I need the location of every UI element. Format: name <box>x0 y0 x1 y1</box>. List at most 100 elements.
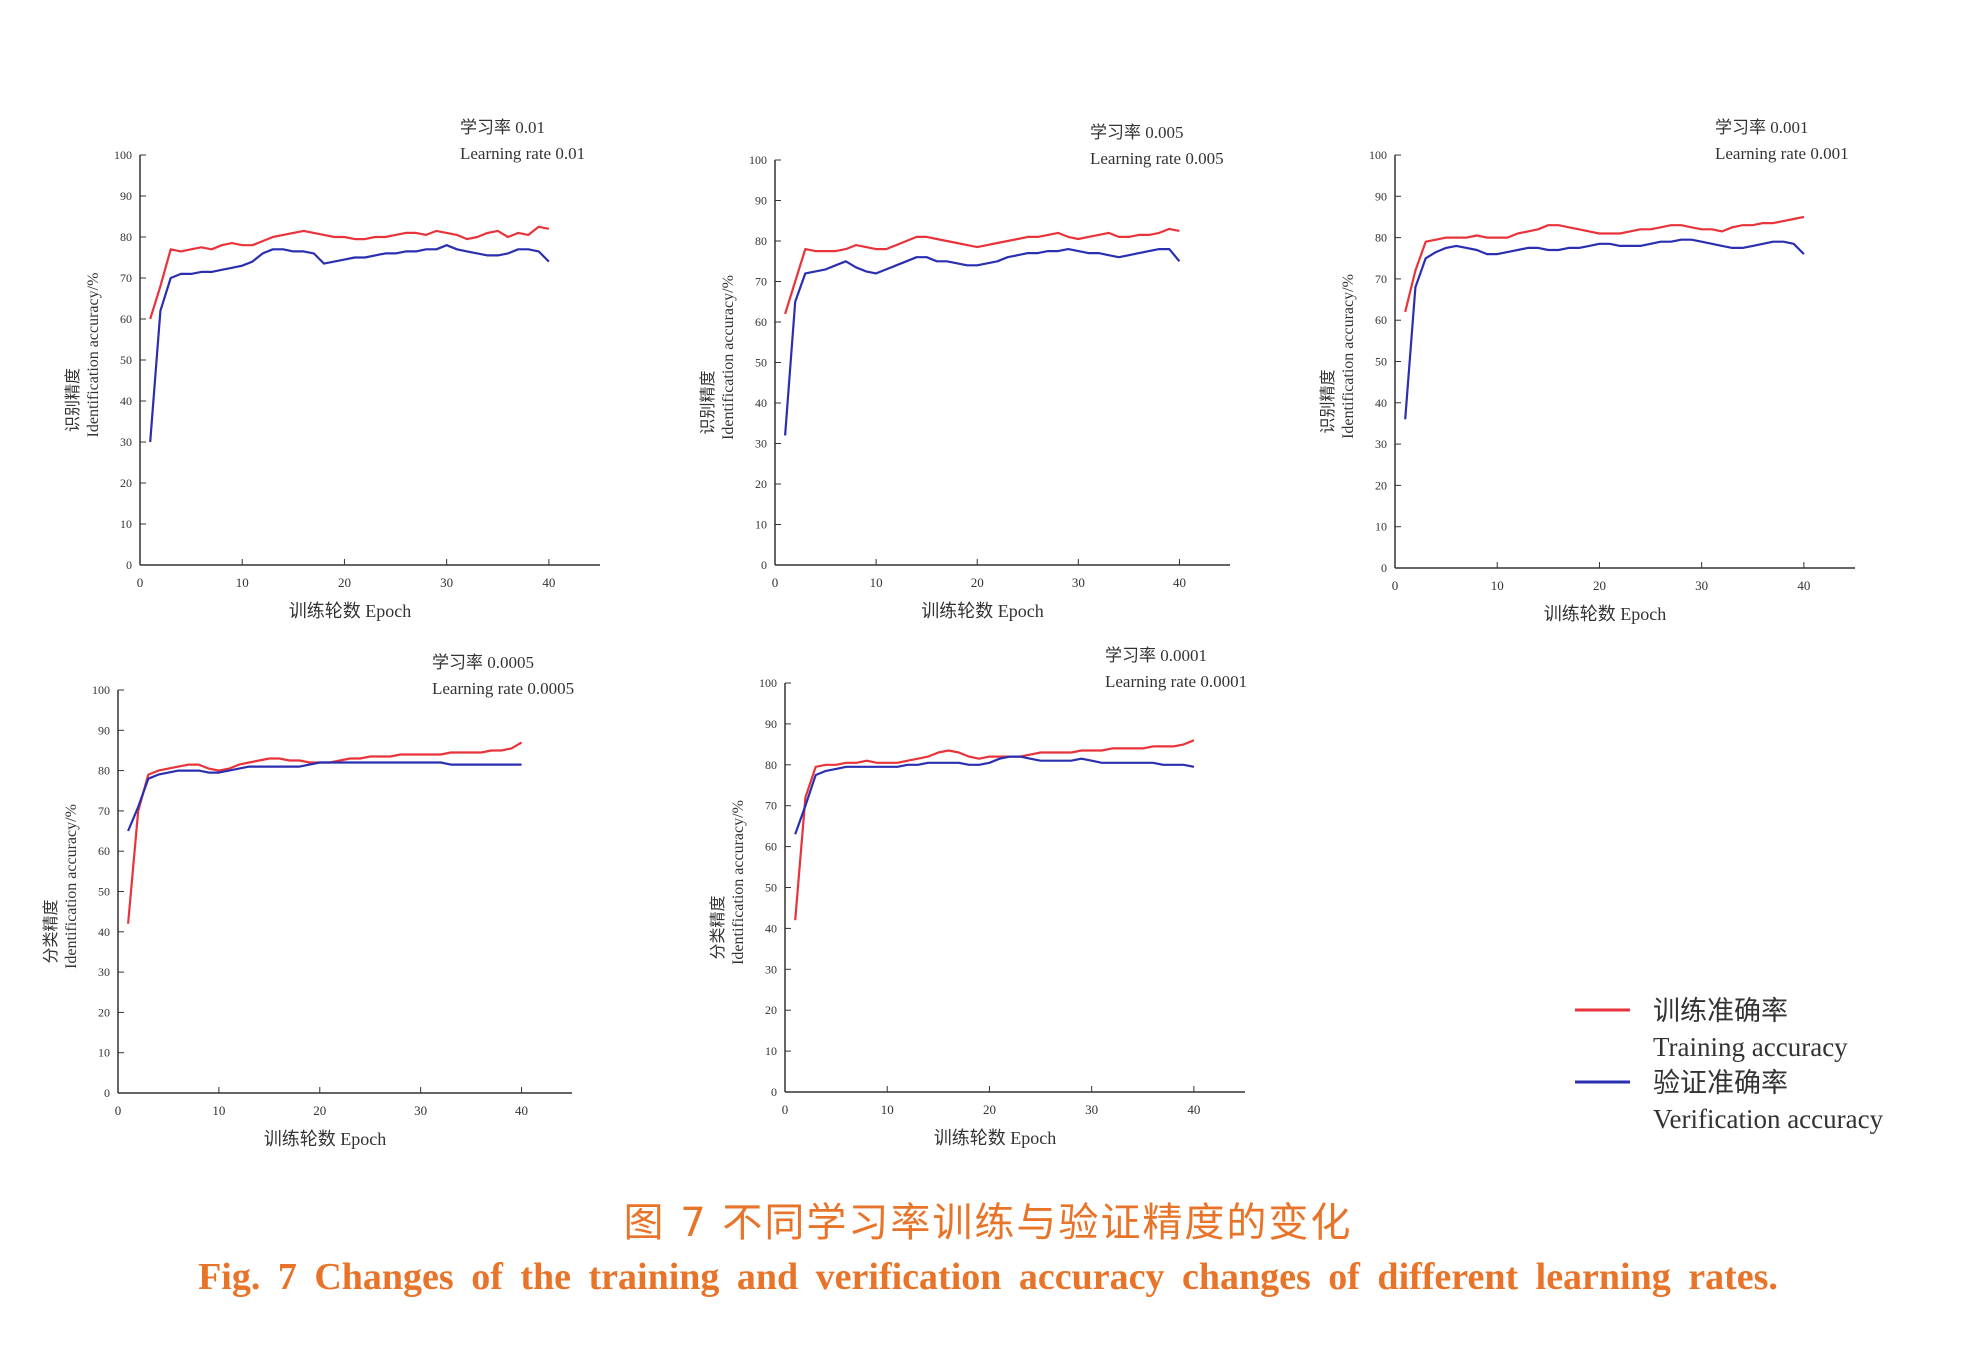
y-tick-label: 60 <box>120 312 132 326</box>
x-tick-label: 30 <box>440 575 453 590</box>
learning-rate-annotation-cn: 学习率 0.005 <box>1090 123 1184 142</box>
legend-label-cn-1: 训练准确率 <box>1653 996 1788 1026</box>
x-tick-label: 20 <box>338 575 351 590</box>
y-tick-label: 30 <box>765 962 777 976</box>
y-axis-label-cn: 识别精度 <box>699 370 717 434</box>
learning-rate-annotation-en: Learning rate 0.001 <box>1715 144 1849 163</box>
x-axis-label: 训练轮数 Epoch <box>1544 604 1666 624</box>
x-tick-label: 0 <box>772 575 779 590</box>
x-tick-label: 40 <box>515 1103 528 1118</box>
chart-panel-3: 0 10 20 30 40 50 60 70 80 90 100 0 10 20 30 40 训练轮数 Epoc… <box>1319 118 1855 624</box>
y-tick-label: 100 <box>114 148 132 162</box>
learning-rate-annotation-cn: 学习率 0.0005 <box>432 653 534 672</box>
y-axis-label-en: Identification accuracy/% <box>720 275 737 440</box>
training-accuracy-line <box>1404 215 1805 313</box>
verification-accuracy-line <box>784 248 1181 436</box>
y-tick-label: 20 <box>120 476 132 490</box>
legend-label-en-2: Verification accuracy <box>1653 1104 1884 1134</box>
verification-accuracy-line <box>127 761 522 832</box>
y-tick-label: 20 <box>765 1003 777 1017</box>
y-tick-label: 80 <box>120 230 132 244</box>
x-tick-label: 30 <box>414 1103 427 1118</box>
y-tick-label: 10 <box>1375 520 1387 534</box>
training-accuracy-line <box>794 739 1195 921</box>
y-tick-label: 10 <box>765 1044 777 1058</box>
x-axis-label: 训练轮数 Epoch <box>934 1128 1056 1148</box>
y-axis-label-en: Identification accuracy/% <box>63 804 80 969</box>
y-tick-label: 70 <box>765 799 777 813</box>
verification-accuracy-line <box>1404 238 1805 420</box>
y-axis-label-cn: 分类精度 <box>709 895 727 959</box>
x-tick-label: 10 <box>212 1103 225 1118</box>
y-tick-label: 50 <box>1375 355 1387 369</box>
legend-label-en-1: Training accuracy <box>1653 1032 1848 1062</box>
x-tick-label: 20 <box>971 575 984 590</box>
y-tick-label: 90 <box>98 723 110 737</box>
chart-panel-4: 0 10 20 30 40 50 60 70 80 90 100 0 10 20 30 40 训练轮数 Epoc… <box>42 653 574 1149</box>
y-tick-label: 90 <box>120 189 132 203</box>
y-tick-label: 100 <box>92 683 110 697</box>
y-tick-label: 60 <box>765 840 777 854</box>
y-tick-label: 100 <box>1369 148 1387 162</box>
x-axis-label: 训练轮数 Epoch <box>921 601 1043 621</box>
x-tick-label: 20 <box>983 1102 996 1117</box>
y-tick-label: 10 <box>755 518 767 532</box>
y-tick-label: 90 <box>755 194 767 208</box>
y-tick-label: 30 <box>98 965 110 979</box>
learning-rate-annotation-cn: 学习率 0.0001 <box>1105 646 1207 665</box>
x-axis-label: 训练轮数 Epoch <box>264 1129 386 1149</box>
legend: 训练准确率 Training accuracy 验证准确率 Verification … <box>1575 996 1884 1134</box>
legend-label-cn-2: 验证准确率 <box>1653 1068 1788 1098</box>
y-axis-label-en: Identification accuracy/% <box>730 800 747 965</box>
verification-accuracy-line <box>149 244 550 443</box>
learning-rate-annotation-en: Learning rate 0.0001 <box>1105 672 1247 691</box>
x-tick-label: 10 <box>1491 578 1504 593</box>
y-tick-label: 70 <box>755 275 767 289</box>
x-tick-label: 20 <box>1593 578 1606 593</box>
y-axis-label-cn: 识别精度 <box>1319 369 1337 433</box>
y-tick-label: 20 <box>1375 478 1387 492</box>
y-tick-label: 20 <box>98 1005 110 1019</box>
y-tick-label: 50 <box>755 356 767 370</box>
y-tick-label: 60 <box>1375 313 1387 327</box>
y-tick-label: 60 <box>98 844 110 858</box>
x-tick-label: 40 <box>542 575 555 590</box>
learning-rate-annotation-cn: 学习率 0.001 <box>1715 118 1809 137</box>
x-tick-label: 10 <box>870 575 883 590</box>
y-tick-label: 40 <box>1375 396 1387 410</box>
chart-panel-1: 0 10 20 30 40 50 60 70 80 90 100 0 10 20 30 40 训练轮数 Epoc… <box>64 118 600 621</box>
y-axis-label-en: Identification accuracy/% <box>85 273 102 438</box>
y-tick-label: 10 <box>120 517 132 531</box>
x-tick-label: 40 <box>1187 1102 1200 1117</box>
x-axis-label: 训练轮数 Epoch <box>289 601 411 621</box>
y-tick-label: 0 <box>761 558 767 572</box>
y-tick-label: 90 <box>1375 189 1387 203</box>
y-tick-label: 90 <box>765 717 777 731</box>
y-tick-label: 40 <box>120 394 132 408</box>
figure-caption-cn: 图 7 不同学习率训练与验证精度的变化 <box>623 1200 1353 1246</box>
y-tick-label: 50 <box>98 885 110 899</box>
y-tick-label: 30 <box>755 437 767 451</box>
y-tick-label: 0 <box>126 558 132 572</box>
y-tick-label: 40 <box>98 925 110 939</box>
x-tick-label: 0 <box>137 575 144 590</box>
y-tick-label: 60 <box>755 315 767 329</box>
y-tick-label: 30 <box>120 435 132 449</box>
y-tick-label: 70 <box>98 804 110 818</box>
x-tick-label: 0 <box>1392 578 1399 593</box>
chart-panel-5: 0 10 20 30 40 50 60 70 80 90 100 0 10 20 30 40 训练轮数 Epoc… <box>709 646 1247 1148</box>
learning-rate-annotation-cn: 学习率 0.01 <box>460 118 545 137</box>
training-accuracy-line <box>149 225 550 320</box>
y-tick-label: 30 <box>1375 437 1387 451</box>
learning-rate-annotation-en: Learning rate 0.005 <box>1090 149 1224 168</box>
training-accuracy-line <box>784 227 1180 315</box>
y-tick-label: 50 <box>765 881 777 895</box>
chart-panel-2: 0 10 20 30 40 50 60 70 80 90 100 0 10 20 30 40 训练轮数 Epoc… <box>699 123 1230 621</box>
y-tick-label: 100 <box>749 153 767 167</box>
y-axis-label-cn: 识别精度 <box>64 368 82 432</box>
y-tick-label: 0 <box>1381 561 1387 575</box>
x-tick-label: 10 <box>881 1102 894 1117</box>
x-tick-label: 0 <box>115 1103 122 1118</box>
y-tick-label: 40 <box>765 921 777 935</box>
verification-accuracy-line <box>794 755 1195 835</box>
